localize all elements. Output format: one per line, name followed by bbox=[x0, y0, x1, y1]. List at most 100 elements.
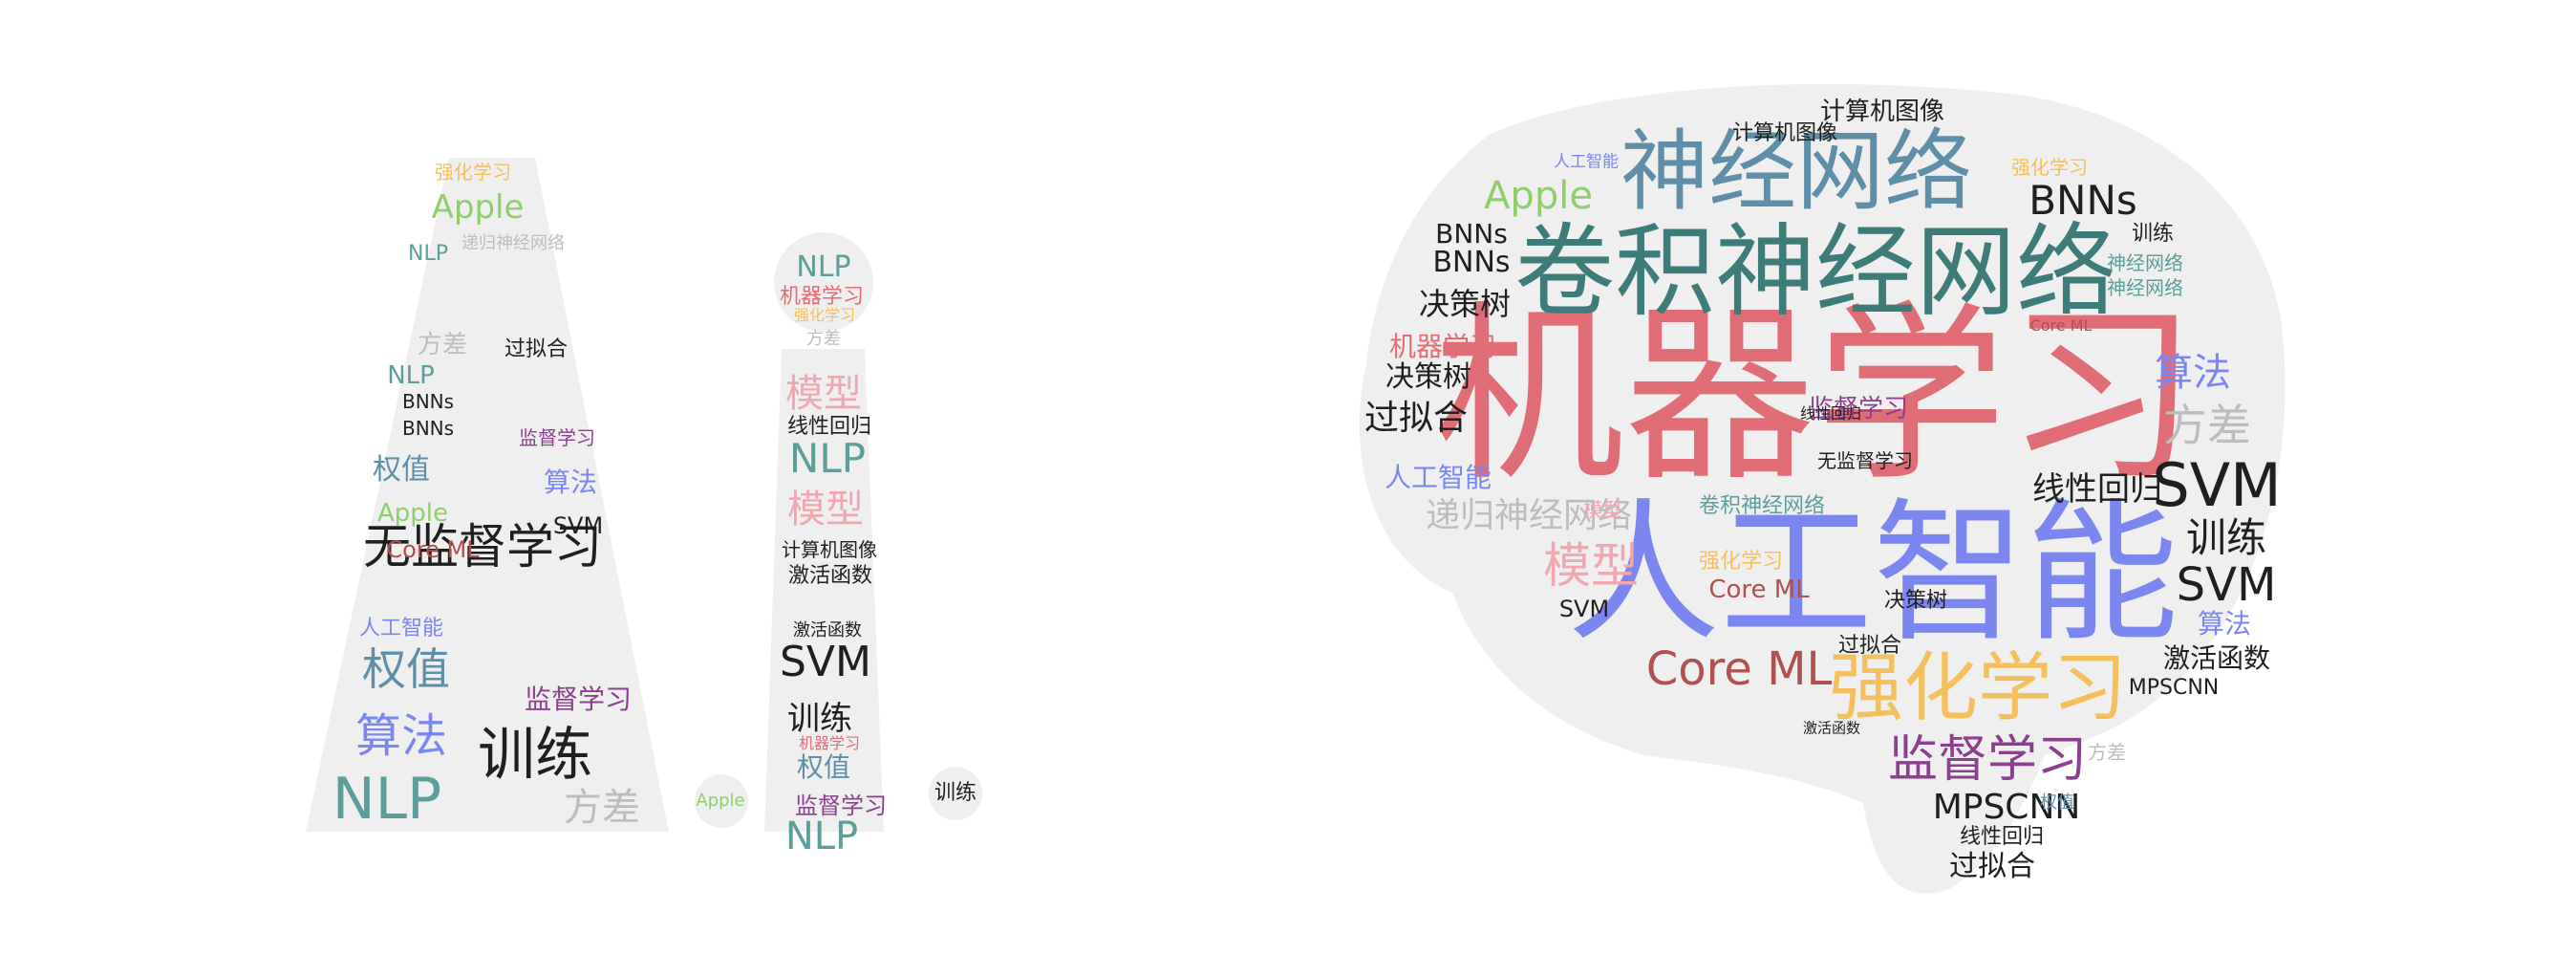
cloud-word: 递归神经网络 bbox=[462, 233, 565, 253]
cloud-word: 训练 bbox=[934, 781, 977, 805]
cloud-word: BNNs bbox=[2029, 177, 2137, 224]
cloud-word: BNNs bbox=[401, 390, 455, 413]
cloud-word: 模型 bbox=[1583, 498, 1621, 521]
cloud-word: Apple bbox=[696, 791, 745, 811]
cloud-word: 方差 bbox=[417, 331, 468, 359]
cloud-word: 激活函数 bbox=[2162, 642, 2271, 674]
cloud-word: 训练 bbox=[478, 722, 592, 789]
cloud-word: 监督学习 bbox=[795, 792, 887, 819]
cloud-word: Core ML bbox=[1708, 575, 1810, 604]
cloud-word: 算法 bbox=[354, 709, 448, 763]
cloud-word: 方差 bbox=[2163, 400, 2251, 451]
cloud-word: 权值 bbox=[362, 643, 450, 695]
cloud-word: 无监督学习 bbox=[363, 519, 602, 575]
cloud-word: 人工智能 bbox=[358, 617, 444, 640]
cloud-word: 人工智能 bbox=[1566, 484, 2179, 662]
cloud-word: BNNs bbox=[1435, 218, 1508, 250]
cloud-word: 方差 bbox=[806, 329, 841, 349]
cloud-word: Apple bbox=[431, 188, 525, 227]
cloud-word: SVM bbox=[552, 512, 604, 539]
cloud-word: 模型 bbox=[785, 372, 862, 416]
cloud-word: 训练 bbox=[2131, 222, 2175, 246]
cloud-word: BNNs bbox=[1432, 246, 1511, 279]
cloud-word: 权值 bbox=[2040, 792, 2074, 813]
cloud-word: 模型 bbox=[787, 488, 864, 532]
cloud-word: NLP bbox=[408, 242, 448, 266]
cloud-word: SVM bbox=[1558, 596, 1610, 622]
cloud-word: NLP bbox=[387, 361, 435, 390]
cloud-word: NLP bbox=[796, 250, 851, 284]
cloud-word: 监督学习 bbox=[1808, 395, 1909, 423]
cloud-word: MPSCNN bbox=[1932, 788, 2081, 827]
cloud-word: 无监督学习 bbox=[1817, 449, 1913, 472]
cloud-word: SVM bbox=[780, 638, 871, 686]
cloud-word: 过拟合 bbox=[1949, 850, 2035, 883]
cloud-word: 线性回归 bbox=[2032, 470, 2162, 509]
cloud-word: 线性回归 bbox=[786, 415, 872, 439]
cloud-word: 强化学习 bbox=[1698, 550, 1784, 574]
cloud-word: MPSCNN bbox=[2128, 676, 2220, 700]
cloud-word: 方差 bbox=[564, 786, 640, 830]
cloud-word: 人工智能 bbox=[1554, 152, 1619, 172]
cloud-word: NLP bbox=[784, 814, 859, 858]
cloud-word: Core ML bbox=[2029, 316, 2093, 335]
cloud-word: 激活函数 bbox=[793, 620, 862, 640]
brain-silhouette bbox=[1359, 84, 2286, 894]
cloud-word: 卷积神经网络 bbox=[1698, 494, 1826, 518]
cloud-word: 监督学习 bbox=[524, 684, 633, 715]
cloud-word: NLP bbox=[332, 766, 442, 833]
cloud-word: 强化学习 bbox=[435, 161, 511, 184]
cloud-word: 计算机图像 bbox=[1819, 98, 1945, 126]
cloud-word: 监督学习 bbox=[1887, 731, 2088, 789]
letter-a-silhouette bbox=[306, 158, 669, 832]
cloud-word: 过拟合 bbox=[504, 337, 569, 361]
cloud-word: 神经网络 bbox=[2107, 251, 2183, 274]
cloud-word: 机器学习 bbox=[779, 285, 865, 309]
cloud-word: 激活函数 bbox=[787, 564, 873, 588]
cloud-word: 线性回归 bbox=[1959, 825, 2045, 849]
cloud-word: Apple bbox=[376, 499, 449, 528]
cloud-word: 线性回归 bbox=[1799, 404, 1862, 423]
letter-i-stem-silhouette bbox=[764, 349, 884, 832]
cloud-word: Apple bbox=[1484, 174, 1593, 218]
cloud-word: 监督学习 bbox=[519, 426, 595, 449]
cloud-word: 机器学习 bbox=[1432, 285, 2199, 508]
cloud-word: 算法 bbox=[543, 467, 598, 498]
cloud-word: 人工智能 bbox=[1384, 462, 1492, 493]
cloud-word: 神经网络 bbox=[1620, 120, 1973, 223]
cloud-word: 决策树 bbox=[1385, 360, 1471, 394]
cloud-word: 激活函数 bbox=[1802, 719, 1861, 737]
cloud-word: BNNs bbox=[401, 417, 455, 440]
cloud-word: 机器学习 bbox=[1388, 331, 1497, 362]
cloud-word: 决策树 bbox=[1883, 589, 1948, 613]
cloud-word: 计算机图像 bbox=[1731, 121, 1838, 145]
cloud-word: 神经网络 bbox=[2107, 276, 2183, 299]
cloud-word: 权值 bbox=[373, 453, 430, 487]
cloud-word: 权值 bbox=[796, 751, 851, 783]
cloud-word: SVM bbox=[2152, 450, 2282, 520]
cloud-word: 计算机图像 bbox=[782, 538, 877, 561]
cloud-word: 强化学习 bbox=[2011, 156, 2088, 179]
cloud-word: 训练 bbox=[787, 700, 852, 738]
cloud-word: 模型 bbox=[1543, 538, 1639, 594]
cloud-word: 过拟合 bbox=[1363, 399, 1469, 438]
cloud-word: 卷积神经网络 bbox=[1513, 213, 2117, 331]
cloud-word: Core ML bbox=[1645, 642, 1833, 696]
cloud-word: 算法 bbox=[2155, 351, 2231, 395]
cloud-word: 强化学习 bbox=[1828, 645, 2128, 731]
cloud-word: 递归神经网络 bbox=[1425, 496, 1633, 535]
cloud-word: 决策树 bbox=[1418, 286, 1512, 322]
cloud-word: 方差 bbox=[2088, 741, 2126, 764]
cloud-word: 算法 bbox=[2197, 608, 2252, 640]
cloud-word: Core ML bbox=[386, 536, 480, 563]
dot-silhouette-a bbox=[695, 774, 748, 828]
dot-silhouette-i bbox=[929, 767, 982, 820]
cloud-word: SVM bbox=[2176, 558, 2277, 612]
cloud-word: 强化学习 bbox=[793, 306, 856, 324]
letter-i-dot-silhouette bbox=[774, 232, 873, 332]
cloud-word: 机器学习 bbox=[798, 734, 861, 752]
cloud-word: NLP bbox=[788, 435, 867, 482]
cloud-word: 过拟合 bbox=[1837, 634, 1902, 658]
